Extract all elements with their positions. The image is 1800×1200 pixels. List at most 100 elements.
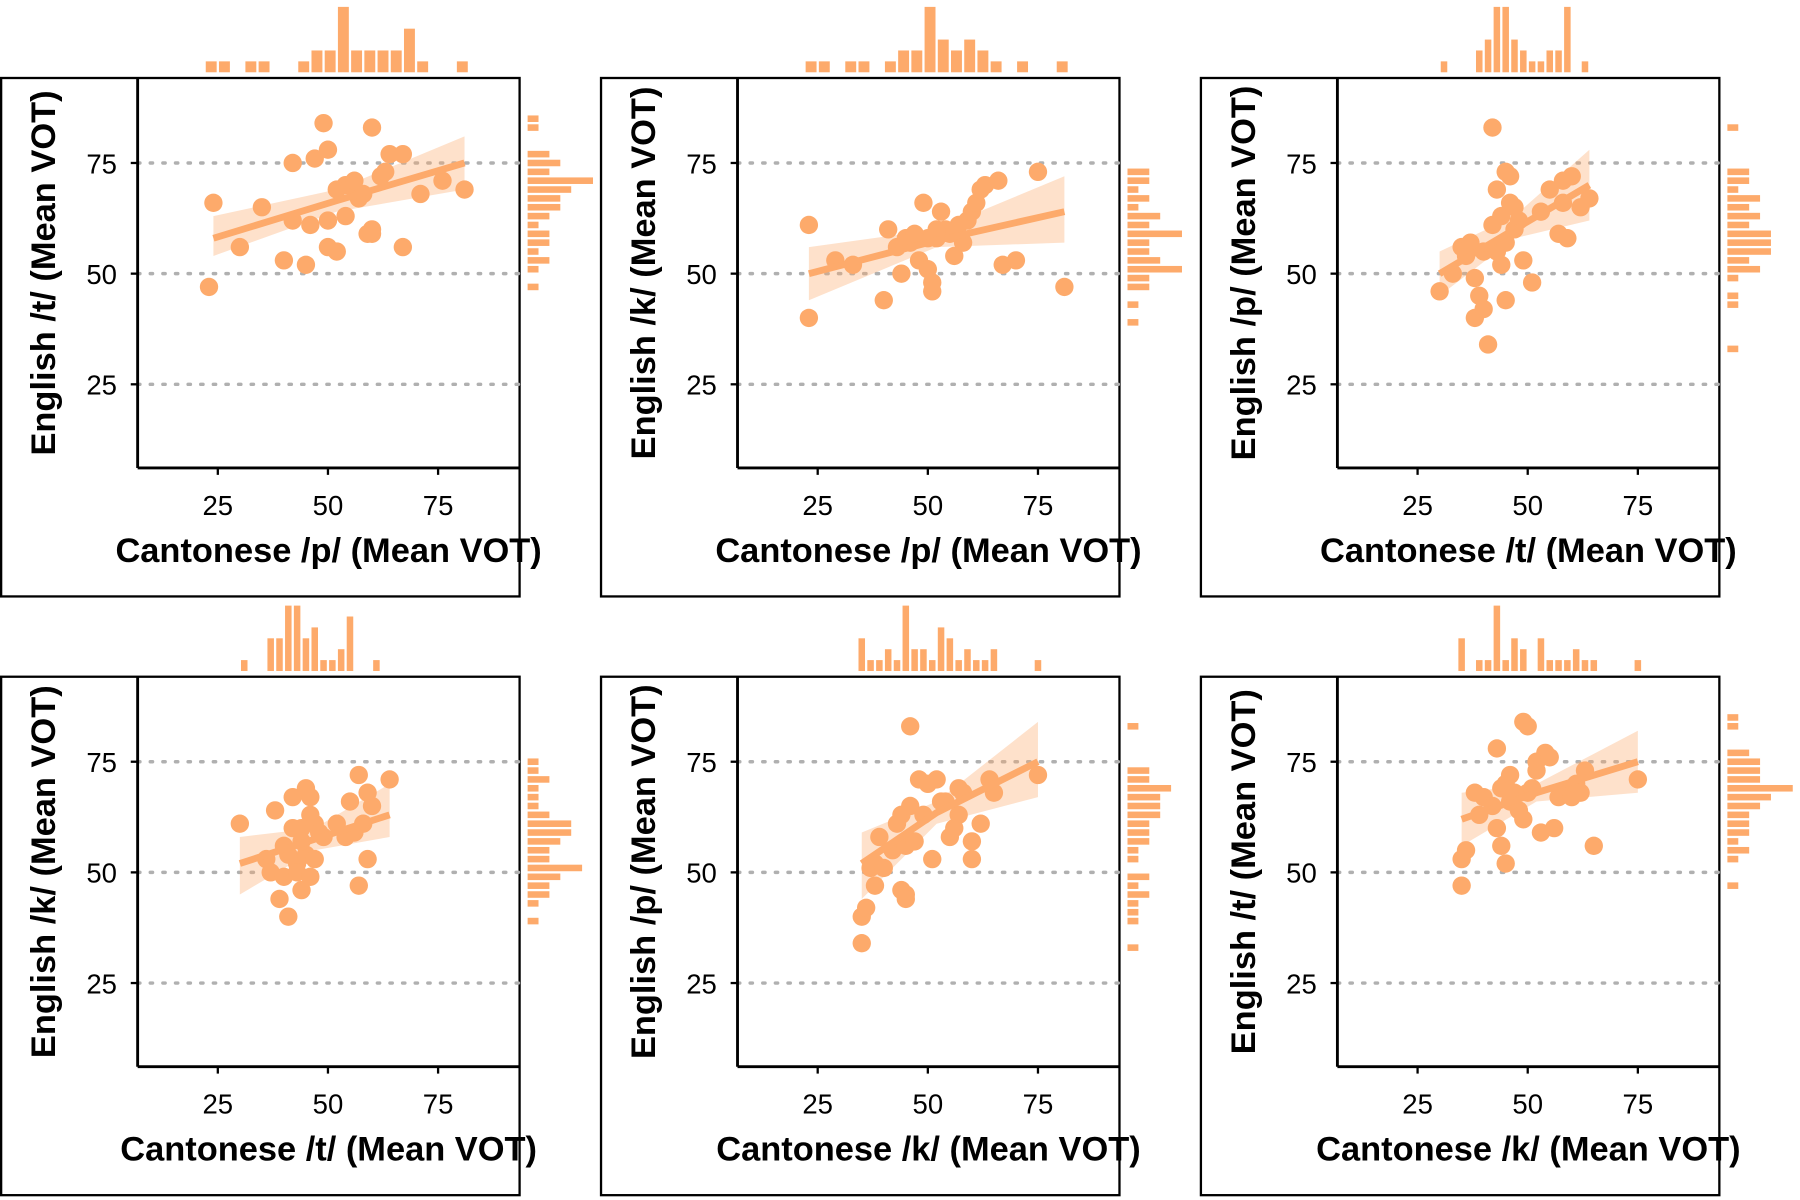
y-histogram-bar (1127, 767, 1150, 774)
point (989, 171, 1008, 190)
point (199, 277, 219, 297)
y-tick-label: 50 (86, 259, 117, 290)
x-histogram-bar (937, 627, 945, 671)
x-histogram-bar (240, 660, 248, 671)
x-tick-label: 25 (1402, 490, 1433, 521)
y-histogram-bar (1127, 212, 1161, 220)
y-histogram-bar (527, 776, 550, 783)
point (931, 202, 951, 221)
y-histogram-bar (1127, 177, 1150, 184)
y-histogram-bar (1727, 212, 1761, 220)
y-histogram-bar (1127, 900, 1139, 907)
x-tick-label: 50 (313, 490, 344, 521)
y-histogram-bar (1727, 124, 1739, 131)
y-histogram-bar (527, 891, 550, 898)
y-histogram-bar (1127, 891, 1150, 898)
x-histogram-bar (456, 61, 468, 73)
x-tick-label: 50 (313, 1089, 344, 1120)
point (393, 237, 413, 257)
point (1055, 277, 1074, 297)
point (455, 180, 474, 199)
x-histogram-bar (858, 61, 870, 73)
y-histogram-bar (1127, 917, 1139, 925)
y-histogram-bar (527, 159, 561, 167)
x-histogram-bar (1475, 660, 1483, 671)
point (905, 832, 924, 851)
x-histogram-bar (403, 28, 415, 73)
y-tick-label: 25 (686, 968, 717, 999)
y-histogram-bar (527, 212, 550, 220)
y-histogram-bar (1727, 203, 1750, 211)
y-tick-label: 75 (86, 148, 117, 179)
x-histogram-bar (302, 638, 310, 671)
y-histogram-bar (527, 239, 550, 246)
x-histogram-bar (1493, 6, 1501, 73)
y-histogram-bar (1727, 301, 1739, 308)
point (949, 805, 968, 825)
y-histogram-bar (1727, 195, 1761, 202)
x-histogram-bar (1528, 61, 1536, 73)
point (1496, 291, 1515, 310)
figure-body: 25 50 75 25 50 75 Cantonese /p/ (Mean VOT) Engl… (0, 6, 1793, 1197)
y-histogram-bar (527, 793, 539, 801)
point (1544, 818, 1564, 838)
point (301, 215, 320, 235)
point (901, 796, 920, 816)
point (1540, 180, 1559, 199)
y-histogram-bar (527, 248, 539, 255)
point (252, 198, 272, 217)
y-tick-label: 50 (686, 259, 717, 290)
point (927, 770, 946, 789)
point (318, 211, 338, 230)
point (204, 193, 223, 213)
y-histogram-bar (527, 203, 561, 211)
y-histogram-bar (1727, 846, 1750, 854)
point (1500, 765, 1520, 785)
point (892, 264, 911, 283)
point (852, 934, 871, 953)
x-histogram-bar (1493, 605, 1501, 671)
panel: 25 50 75 25 50 75 Cantonese /p/ (Mean VOT) Engl… (0, 6, 593, 598)
x-tick-label: 75 (1023, 490, 1054, 521)
x-histogram-bar (377, 50, 389, 73)
y-histogram-bar (527, 177, 593, 184)
x-axis-title: Cantonese /p/ (Mean VOT) (715, 532, 1141, 570)
y-histogram-bar (1127, 838, 1150, 845)
x-histogram-bar (928, 660, 936, 671)
point (923, 849, 942, 869)
panel-border (0, 76, 521, 598)
y-histogram-bar (1127, 221, 1150, 229)
x-tick-label: 50 (913, 1089, 944, 1120)
point (296, 255, 316, 274)
y-histogram-bar (527, 115, 539, 122)
point (896, 889, 915, 909)
point (314, 113, 333, 133)
x-histogram-bar (898, 50, 910, 73)
point (1562, 167, 1581, 186)
point (1461, 233, 1480, 252)
y-tick-label: 25 (86, 968, 117, 999)
x-histogram-bar (1017, 61, 1029, 73)
panel: 25 50 75 25 50 75 Cantonese /k/ (Mean VOT) Engl… (599, 605, 1172, 1197)
y-histogram-bar (1127, 203, 1139, 211)
point (927, 220, 946, 239)
x-histogram-bar (293, 605, 301, 671)
y-histogram-bar (1727, 230, 1771, 238)
y-histogram-bar (1727, 248, 1771, 255)
y-tick-label: 25 (86, 370, 117, 401)
point (279, 907, 298, 926)
x-tick-label: 75 (423, 1089, 454, 1120)
point (914, 193, 933, 213)
point (362, 118, 382, 137)
point (874, 291, 893, 310)
x-histogram-bar (990, 61, 1002, 73)
y-histogram-bar (1127, 723, 1139, 730)
point (1492, 255, 1511, 274)
point (340, 792, 360, 811)
y-histogram-bar (1727, 855, 1739, 863)
point (945, 246, 964, 266)
x-histogram-bar (937, 39, 949, 73)
point (901, 717, 920, 736)
x-histogram-bar (805, 61, 817, 73)
y-histogram-bar (1127, 195, 1150, 202)
